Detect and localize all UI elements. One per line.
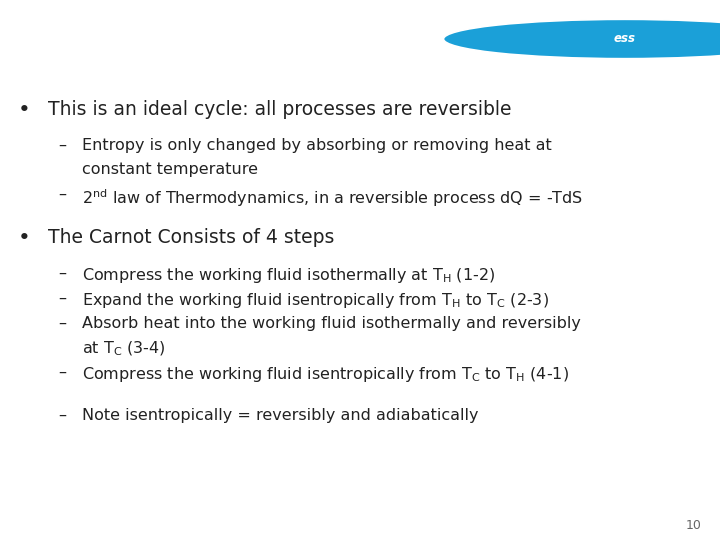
Text: –: –	[58, 316, 66, 331]
Text: –: –	[58, 187, 66, 202]
Text: This is an ideal cycle: all processes are reversible: This is an ideal cycle: all processes ar…	[48, 100, 511, 119]
Text: –: –	[58, 291, 66, 306]
Text: •: •	[18, 100, 31, 120]
Text: constant temperature: constant temperature	[82, 162, 258, 177]
Text: ess: ess	[614, 32, 636, 45]
Circle shape	[444, 19, 720, 59]
Text: The Carnot Consists of 4 steps: The Carnot Consists of 4 steps	[48, 228, 334, 247]
Text: $2^{nd}$ law of Thermodynamics, in a reversible process dQ = -TdS: $2^{nd}$ law of Thermodynamics, in a rev…	[82, 187, 583, 208]
Text: Absorb heat into the working fluid isothermally and reversibly: Absorb heat into the working fluid isoth…	[82, 316, 581, 331]
Text: Note isentropically = reversibly and adiabatically: Note isentropically = reversibly and adi…	[82, 408, 479, 423]
Text: •: •	[18, 228, 31, 248]
Text: –: –	[58, 138, 66, 153]
Text: Expand the working fluid isentropically from $T_H$ to $T_C$ (2-3): Expand the working fluid isentropically …	[82, 291, 549, 310]
Text: at $T_C$ (3-4): at $T_C$ (3-4)	[82, 340, 166, 359]
Text: 10: 10	[686, 519, 702, 532]
Text: Entropy is only changed by absorbing or removing heat at: Entropy is only changed by absorbing or …	[82, 138, 552, 153]
Text: Compress the working fluid isentropically from $T_C$ to $T_H$ (4-1): Compress the working fluid isentropicall…	[82, 365, 569, 384]
Text: –: –	[58, 408, 66, 423]
Text: Carnot Cycle: Carnot Cycle	[22, 31, 173, 55]
Text: Compress the working fluid isothermally at $T_H$ (1-2): Compress the working fluid isothermally …	[82, 266, 495, 285]
Text: –: –	[58, 365, 66, 380]
Text: –: –	[58, 266, 66, 281]
